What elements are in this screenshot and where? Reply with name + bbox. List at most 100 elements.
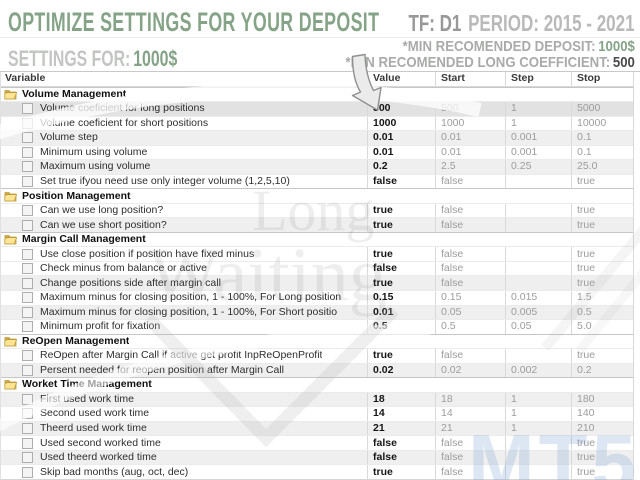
table-row[interactable]: Check minus from balance or active false f… [1, 260, 633, 276]
stop-cell[interactable]: 180 [571, 392, 633, 407]
row-checkbox[interactable] [22, 205, 33, 217]
table-row[interactable]: Can we use long position? true false true [1, 202, 633, 218]
row-checkbox[interactable] [22, 277, 33, 289]
column-header-step[interactable]: Step [505, 72, 571, 86]
step-cell[interactable]: 1 [505, 392, 571, 407]
value-cell[interactable]: 18 [367, 392, 435, 407]
row-checkbox[interactable] [22, 364, 33, 376]
step-cell[interactable] [505, 436, 571, 450]
start-cell[interactable]: 21 [435, 421, 505, 436]
row-checkbox[interactable] [22, 321, 33, 333]
table-row[interactable]: Second used work time 14 14 1 140 [1, 406, 633, 421]
step-cell[interactable] [505, 261, 571, 276]
row-checkbox[interactable] [22, 452, 33, 464]
stop-cell[interactable]: true [571, 349, 633, 363]
stop-cell[interactable]: true [571, 203, 633, 218]
stop-cell[interactable]: 1.5 [571, 290, 633, 305]
table-row[interactable]: Used theerd worked time false false true [1, 449, 633, 465]
value-cell[interactable]: 300 [367, 102, 435, 116]
value-cell[interactable]: 0.01 [367, 305, 435, 320]
start-cell[interactable]: false [435, 203, 505, 218]
stop-cell[interactable]: 10000 [571, 116, 633, 131]
stop-cell[interactable]: true [571, 247, 633, 261]
step-cell[interactable]: 0.002 [505, 363, 571, 378]
column-header-stop[interactable]: Stop [571, 72, 633, 86]
value-cell[interactable]: 1000 [367, 116, 435, 131]
start-cell[interactable]: 500 [435, 102, 505, 116]
value-cell[interactable]: true [367, 218, 435, 232]
step-cell[interactable] [505, 465, 571, 479]
column-header-value[interactable]: Value [367, 72, 435, 86]
table-row[interactable]: First used work time 18 18 1 180 [1, 391, 633, 407]
row-checkbox[interactable] [22, 306, 33, 318]
table-row[interactable]: Set true ifyou need use only integer vol… [1, 173, 633, 189]
start-cell[interactable]: false [435, 261, 505, 276]
stop-cell[interactable]: 0.5 [571, 305, 633, 320]
step-cell[interactable]: 1 [505, 102, 571, 116]
table-row[interactable]: Persent needed for reopen position after… [1, 362, 633, 378]
group-row[interactable]: ReOpen Management [1, 333, 633, 349]
table-row[interactable]: Maximum minus for closing position, 1 - … [1, 289, 633, 305]
row-checkbox[interactable] [22, 132, 33, 144]
row-checkbox[interactable] [22, 117, 33, 129]
step-cell[interactable]: 1 [505, 407, 571, 421]
value-cell[interactable]: true [367, 465, 435, 479]
start-cell[interactable]: 0.5 [435, 320, 505, 334]
value-cell[interactable]: 21 [367, 421, 435, 436]
stop-cell[interactable]: 0.1 [571, 131, 633, 145]
table-row[interactable]: Can we use short position? true false true [1, 217, 633, 232]
column-header-start[interactable]: Start [435, 72, 505, 86]
table-row[interactable]: Minimum using volume 0.01 0.01 0.001 0.1 [1, 144, 633, 160]
value-cell[interactable]: 0.5 [367, 320, 435, 334]
row-checkbox[interactable] [22, 263, 33, 275]
stop-cell[interactable]: 5.0 [571, 320, 633, 334]
value-cell[interactable]: true [367, 276, 435, 290]
start-cell[interactable]: false [435, 436, 505, 450]
row-checkbox[interactable] [22, 423, 33, 435]
row-checkbox[interactable] [22, 437, 33, 449]
stop-cell[interactable]: 0.2 [571, 363, 633, 378]
table-row[interactable]: Change positions side after margin call t… [1, 275, 633, 290]
value-cell[interactable]: 0.2 [367, 160, 435, 174]
value-cell[interactable]: 0.01 [367, 145, 435, 160]
start-cell[interactable]: 0.15 [435, 290, 505, 305]
start-cell[interactable]: 14 [435, 407, 505, 421]
stop-cell[interactable]: true [571, 276, 633, 290]
table-row[interactable]: Volume coeficient for short positions 100… [1, 115, 633, 131]
row-checkbox[interactable] [22, 146, 33, 158]
row-checkbox[interactable] [22, 219, 33, 231]
table-row[interactable]: Skip bad months (aug, oct, dec) true false… [1, 464, 633, 479]
start-cell[interactable]: false [435, 349, 505, 363]
stop-cell[interactable]: 210 [571, 421, 633, 436]
step-cell[interactable]: 1 [505, 421, 571, 436]
row-checkbox[interactable] [22, 292, 33, 304]
column-header-variable[interactable]: Variable [5, 72, 46, 85]
start-cell[interactable]: 2.5 [435, 160, 505, 174]
stop-cell[interactable]: true [571, 465, 633, 479]
value-cell[interactable]: false [367, 450, 435, 465]
step-cell[interactable] [505, 349, 571, 363]
group-row[interactable]: Volume Management [1, 86, 633, 102]
step-cell[interactable] [505, 174, 571, 189]
table-row[interactable]: Maximum minus for closing position, 1 - … [1, 304, 633, 320]
stop-cell[interactable]: 140 [571, 407, 633, 421]
step-cell[interactable]: 0.015 [505, 290, 571, 305]
value-cell[interactable]: false [367, 436, 435, 450]
stop-cell[interactable]: true [571, 174, 633, 189]
group-row[interactable]: Margin Call Management [1, 231, 633, 247]
stop-cell[interactable]: 0.1 [571, 145, 633, 160]
stop-cell[interactable]: true [571, 261, 633, 276]
group-row[interactable]: Worket Time Management [1, 377, 633, 392]
stop-cell[interactable]: true [571, 436, 633, 450]
value-cell[interactable]: false [367, 261, 435, 276]
value-cell[interactable]: 0.15 [367, 290, 435, 305]
start-cell[interactable]: false [435, 247, 505, 261]
value-cell[interactable]: 0.02 [367, 363, 435, 378]
value-cell[interactable]: true [367, 203, 435, 218]
step-cell[interactable]: 0.005 [505, 305, 571, 320]
table-row[interactable]: ReOpen after Margin Call if active get p… [1, 348, 633, 363]
step-cell[interactable] [505, 203, 571, 218]
table-row[interactable]: Maximum using volume 0.2 2.5 0.25 25.0 [1, 159, 633, 174]
value-cell[interactable]: 14 [367, 407, 435, 421]
table-row[interactable]: Used second worked time false false true [1, 435, 633, 450]
